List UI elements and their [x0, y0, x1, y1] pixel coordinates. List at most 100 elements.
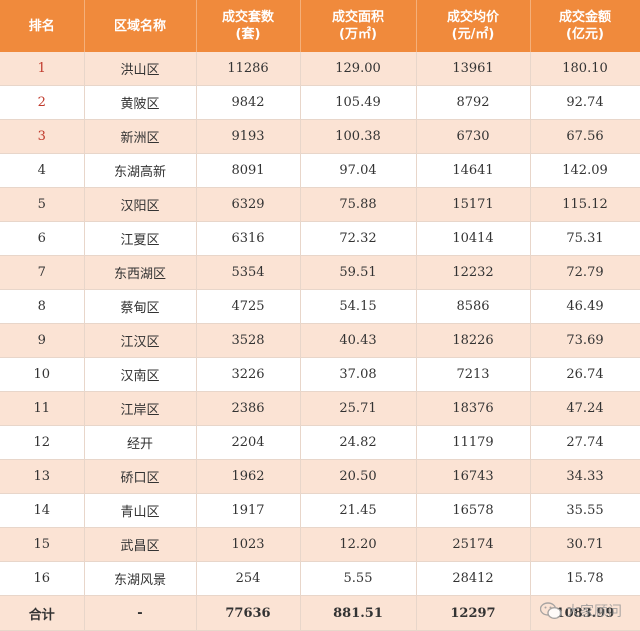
- value-cell: 8792: [416, 85, 531, 120]
- header-text: 排名: [28, 18, 55, 34]
- region-cell: 江汉区: [84, 323, 197, 358]
- header-text: 成交金额: [558, 10, 611, 25]
- header-text: 成交套数: [221, 10, 274, 25]
- header-text: (万㎡): [339, 27, 377, 42]
- rank-cell: 10: [0, 357, 85, 392]
- rank-cell: 16: [0, 561, 85, 596]
- value-cell: 26.74: [530, 357, 640, 392]
- region-cell: 汉阳区: [84, 187, 197, 222]
- header-text: 区域名称: [113, 18, 166, 34]
- header-row: 排名 区域名称 成交套数 (套) 成交面积 (万㎡) 成交均价 (元/㎡) 成交金额 (亿元): [0, 0, 640, 52]
- value-cell: 16578: [416, 493, 531, 528]
- rank-cell: 13: [0, 459, 85, 494]
- rank-cell: 2: [0, 85, 85, 120]
- value-cell: 59.51: [300, 255, 417, 290]
- table-row: 1 洪山区 11286 129.00 13961 180.10: [0, 52, 640, 86]
- value-cell: 3528: [196, 323, 301, 358]
- region-cell: 东西湖区: [84, 255, 197, 290]
- value-cell: 5354: [196, 255, 301, 290]
- value-cell: 92.74: [530, 85, 640, 120]
- value-cell: 34.33: [530, 459, 640, 494]
- region-cell: 蔡甸区: [84, 289, 197, 324]
- value-cell: 115.12: [530, 187, 640, 222]
- table-row: 6 江夏区 6316 72.32 10414 75.31: [0, 221, 640, 256]
- value-cell: 105.49: [300, 85, 417, 120]
- value-cell: 4725: [196, 289, 301, 324]
- header-text: (亿元): [566, 27, 604, 42]
- value-cell: 8091: [196, 153, 301, 188]
- rank-cell: 1: [0, 52, 85, 86]
- table-row: 3 新洲区 9193 100.38 6730 67.56: [0, 119, 640, 154]
- region-cell: 经开: [84, 425, 197, 460]
- value-cell: 6730: [416, 119, 531, 154]
- table-row: 11 江岸区 2386 25.71 18376 47.24: [0, 391, 640, 426]
- header-text: (元/㎡): [451, 27, 495, 42]
- value-cell: 25174: [416, 527, 531, 562]
- table-row: 12 经开 2204 24.82 11179 27.74: [0, 425, 640, 460]
- table-row: 13 硚口区 1962 20.50 16743 34.33: [0, 459, 640, 494]
- region-cell: 黄陂区: [84, 85, 197, 120]
- header-cell: 成交均价 (元/㎡): [416, 0, 531, 52]
- value-cell: 16743: [416, 459, 531, 494]
- value-cell: 254: [196, 561, 301, 596]
- value-cell: 100.38: [300, 119, 417, 154]
- total-cell: 合计: [0, 595, 85, 631]
- value-cell: 11179: [416, 425, 531, 460]
- table-row: 15 武昌区 1023 12.20 25174 30.71: [0, 527, 640, 562]
- value-cell: 20.50: [300, 459, 417, 494]
- value-cell: 75.88: [300, 187, 417, 222]
- value-cell: 30.71: [530, 527, 640, 562]
- rank-cell: 4: [0, 153, 85, 188]
- table-row: 9 江汉区 3528 40.43 18226 73.69: [0, 323, 640, 358]
- value-cell: 129.00: [300, 52, 417, 86]
- value-cell: 15.78: [530, 561, 640, 596]
- rank-cell: 15: [0, 527, 85, 562]
- header-cell: 排名: [0, 0, 85, 52]
- table-row: 16 东湖风景 254 5.55 28412 15.78: [0, 561, 640, 596]
- rank-cell: 5: [0, 187, 85, 222]
- value-cell: 1962: [196, 459, 301, 494]
- value-cell: 18226: [416, 323, 531, 358]
- table-row: 7 东西湖区 5354 59.51 12232 72.79: [0, 255, 640, 290]
- total-cell: 77636: [196, 595, 301, 631]
- rank-cell: 11: [0, 391, 85, 426]
- value-cell: 1023: [196, 527, 301, 562]
- value-cell: 47.24: [530, 391, 640, 426]
- value-cell: 12232: [416, 255, 531, 290]
- value-cell: 6316: [196, 221, 301, 256]
- value-cell: 2204: [196, 425, 301, 460]
- value-cell: 73.69: [530, 323, 640, 358]
- region-cell: 青山区: [84, 493, 197, 528]
- rank-cell: 7: [0, 255, 85, 290]
- region-cell: 东湖风景: [84, 561, 197, 596]
- value-cell: 14641: [416, 153, 531, 188]
- rank-cell: 3: [0, 119, 85, 154]
- rank-cell: 12: [0, 425, 85, 460]
- table-row: 8 蔡甸区 4725 54.15 8586 46.49: [0, 289, 640, 324]
- region-cell: 硚口区: [84, 459, 197, 494]
- region-cell: 江夏区: [84, 221, 197, 256]
- region-cell: 洪山区: [84, 52, 197, 86]
- header-cell: 成交面积 (万㎡): [300, 0, 417, 52]
- header-text: (套): [235, 27, 261, 42]
- rank-cell: 8: [0, 289, 85, 324]
- value-cell: 8586: [416, 289, 531, 324]
- value-cell: 1917: [196, 493, 301, 528]
- table-row: 5 汉阳区 6329 75.88 15171 115.12: [0, 187, 640, 222]
- value-cell: 21.45: [300, 493, 417, 528]
- value-cell: 28412: [416, 561, 531, 596]
- region-cell: 东湖高新: [84, 153, 197, 188]
- value-cell: 27.74: [530, 425, 640, 460]
- value-cell: 75.31: [530, 221, 640, 256]
- value-cell: 5.55: [300, 561, 417, 596]
- value-cell: 97.04: [300, 153, 417, 188]
- watermark-text: 大家顾问: [566, 604, 622, 620]
- table-row: 10 汉南区 3226 37.08 7213 26.74: [0, 357, 640, 392]
- value-cell: 72.32: [300, 221, 417, 256]
- value-cell: 13961: [416, 52, 531, 86]
- watermark: 大家顾问: [540, 601, 622, 621]
- region-cell: 新洲区: [84, 119, 197, 154]
- value-cell: 6329: [196, 187, 301, 222]
